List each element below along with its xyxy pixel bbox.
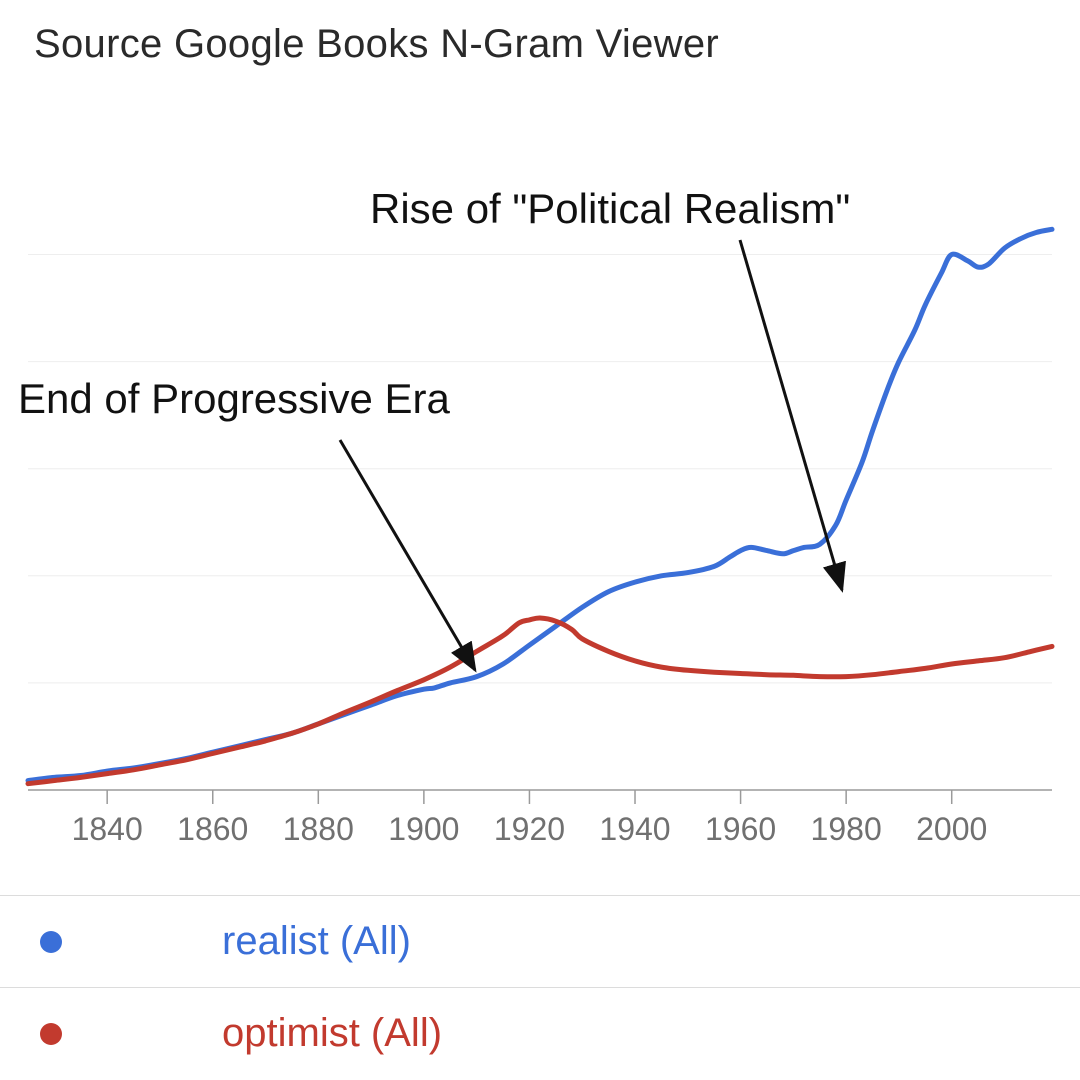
- svg-text:1900: 1900: [388, 811, 459, 847]
- legend-dot-optimist: [40, 1023, 62, 1045]
- legend-row-realist[interactable]: realist (All): [0, 895, 1080, 987]
- svg-text:1940: 1940: [599, 811, 670, 847]
- series-line-optimist: [28, 618, 1052, 784]
- annotation-political-realism: Rise of "Political Realism": [370, 185, 850, 233]
- chart-container: 1840 1860 1880 1900 1920 1940 1960 1980 2000: [18, 150, 1062, 870]
- svg-text:1880: 1880: [283, 811, 354, 847]
- svg-text:1960: 1960: [705, 811, 776, 847]
- svg-text:1920: 1920: [494, 811, 565, 847]
- legend: realist (All) optimist (All): [0, 895, 1080, 1079]
- svg-text:1860: 1860: [177, 811, 248, 847]
- svg-text:2000: 2000: [916, 811, 987, 847]
- legend-row-optimist[interactable]: optimist (All): [0, 987, 1080, 1079]
- svg-text:1980: 1980: [811, 811, 882, 847]
- line-chart: 1840 1860 1880 1900 1920 1940 1960 1980 2000: [18, 150, 1062, 870]
- legend-dot-realist: [40, 931, 62, 953]
- legend-label-optimist: optimist (All): [222, 1011, 442, 1056]
- svg-text:1840: 1840: [72, 811, 143, 847]
- series-line-realist: [28, 229, 1052, 780]
- annotation-progressive-era: End of Progressive Era: [18, 375, 450, 423]
- source-label: Source Google Books N-Gram Viewer: [34, 22, 719, 67]
- legend-label-realist: realist (All): [222, 919, 411, 964]
